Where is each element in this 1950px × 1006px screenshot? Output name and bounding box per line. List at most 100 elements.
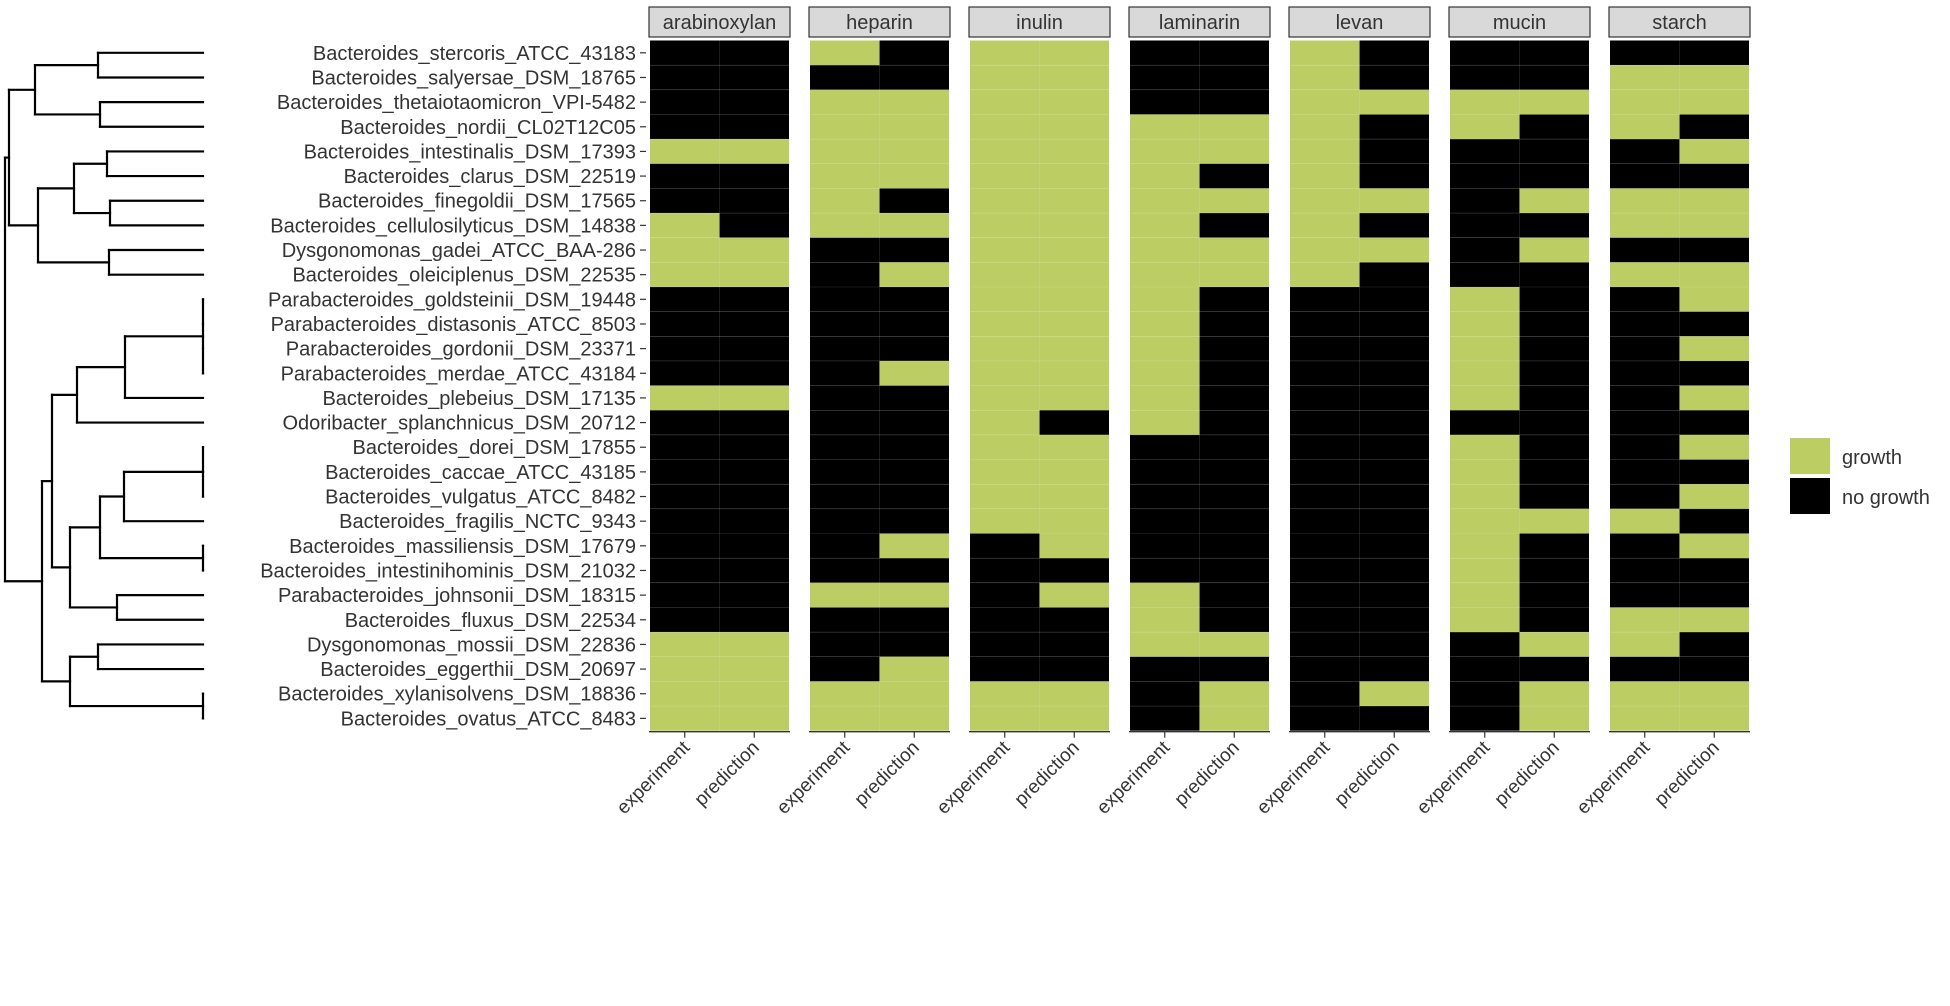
heatmap-cell bbox=[1199, 410, 1269, 435]
heatmap-cell bbox=[879, 65, 949, 90]
heatmap-cell bbox=[970, 656, 1040, 682]
heatmap-cell bbox=[970, 360, 1040, 386]
heatmap-cell bbox=[1359, 89, 1429, 115]
heatmap-cell bbox=[1450, 681, 1520, 707]
heatmap-cell bbox=[719, 656, 789, 682]
heatmap-cell bbox=[1519, 434, 1589, 460]
heatmap-cell bbox=[879, 40, 949, 66]
heatmap-cell bbox=[1130, 139, 1200, 164]
heatmap-cell bbox=[719, 632, 789, 657]
facet-panels: arabinoxylanexperimentpredictionheparine… bbox=[613, 6, 1751, 819]
heatmap-cell bbox=[879, 706, 949, 731]
heatmap-cell bbox=[970, 459, 1040, 485]
row-label: Bacteroides_oleiciplenus_DSM_22535 bbox=[292, 265, 636, 287]
heatmap-cell bbox=[1359, 706, 1429, 731]
strip-mucin bbox=[1448, 6, 1591, 38]
heatmap-cell bbox=[1450, 360, 1520, 386]
heatmap-cell bbox=[1450, 706, 1520, 731]
heatmap-cell bbox=[970, 237, 1040, 263]
heatmap-cell bbox=[970, 311, 1040, 337]
heatmap-cell bbox=[1039, 360, 1109, 386]
heatmap-cell bbox=[650, 459, 720, 485]
heatmap-cell bbox=[1199, 114, 1269, 140]
heatmap-cell bbox=[810, 89, 880, 115]
heatmap-cell bbox=[1679, 607, 1749, 633]
heatmap-cell bbox=[1199, 287, 1269, 312]
heatmap-cell bbox=[1679, 237, 1749, 263]
heatmap-cell bbox=[810, 360, 880, 386]
heatmap-cell bbox=[650, 434, 720, 460]
heatmap-cell bbox=[1290, 311, 1360, 337]
heatmap-cell bbox=[1130, 706, 1200, 731]
heatmap-cell bbox=[1450, 582, 1520, 608]
heatmap-cell bbox=[1450, 558, 1520, 583]
heatmap-cell bbox=[1519, 508, 1589, 534]
row-label: Bacteroides_clarus_DSM_22519 bbox=[344, 166, 636, 188]
x-tick-label: experiment bbox=[773, 737, 855, 819]
heatmap-cell bbox=[1359, 484, 1429, 509]
heatmap-cell bbox=[810, 163, 880, 189]
strip-inulin bbox=[968, 6, 1111, 38]
x-tick-label: prediction bbox=[851, 737, 924, 810]
row-label: Dysgonomonas_mossii_DSM_22836 bbox=[307, 634, 636, 656]
heatmap-cell bbox=[650, 114, 720, 140]
heatmap-cell bbox=[1610, 188, 1680, 214]
row-label: Parabacteroides_johnsonii_DSM_18315 bbox=[278, 585, 636, 607]
heatmap-cell bbox=[970, 262, 1040, 287]
heatmap-cell bbox=[1610, 262, 1680, 287]
heatmap-cell bbox=[1679, 632, 1749, 657]
heatmap-cell bbox=[1679, 188, 1749, 214]
heatmap-cell bbox=[650, 213, 720, 238]
row-label: Bacteroides_thetaiotaomicron_VPI-5482 bbox=[277, 92, 636, 114]
heatmap-cell bbox=[1130, 484, 1200, 509]
legend-label: growth bbox=[1842, 447, 1902, 469]
heatmap-cell bbox=[970, 188, 1040, 214]
heatmap-cell bbox=[1290, 410, 1360, 435]
heatmap-cell bbox=[1359, 213, 1429, 238]
legend-label: no growth bbox=[1842, 487, 1930, 509]
x-tick-label: experiment bbox=[1093, 737, 1175, 819]
heatmap-cell bbox=[1039, 163, 1109, 189]
x-tick-label: experiment bbox=[1413, 737, 1495, 819]
x-tick-label: experiment bbox=[933, 737, 1015, 819]
heatmap-cell bbox=[1039, 114, 1109, 140]
heatmap-cell bbox=[1519, 607, 1589, 633]
heatmap-cell bbox=[1450, 65, 1520, 90]
x-tick-label: prediction bbox=[1331, 737, 1404, 810]
strip-arabinoxylan bbox=[648, 6, 791, 38]
heatmap-cell bbox=[1359, 508, 1429, 534]
heatmap-cell bbox=[1039, 558, 1109, 583]
heatmap-cell bbox=[1610, 558, 1680, 583]
heatmap-cell bbox=[1290, 434, 1360, 460]
row-label: Parabacteroides_distasonis_ATCC_8503 bbox=[271, 314, 636, 336]
heatmap-cell bbox=[1450, 459, 1520, 485]
heatmap-cell bbox=[1199, 656, 1269, 682]
heatmap-cell bbox=[719, 508, 789, 534]
heatmap-cell bbox=[1290, 508, 1360, 534]
heatmap-cell bbox=[1359, 188, 1429, 214]
heatmap-cell bbox=[1519, 360, 1589, 386]
heatmap-cell bbox=[1610, 65, 1680, 90]
heatmap-cell bbox=[1199, 237, 1269, 263]
heatmap-cell bbox=[1519, 533, 1589, 559]
row-label: Parabacteroides_gordonii_DSM_23371 bbox=[286, 339, 636, 361]
row-label: Bacteroides_fragilis_NCTC_9343 bbox=[339, 511, 636, 533]
legend-key-no-growth bbox=[1790, 478, 1830, 514]
heatmap-cell bbox=[719, 434, 789, 460]
heatmap-cell bbox=[1450, 607, 1520, 633]
heatmap-cell bbox=[1679, 558, 1749, 583]
heatmap-cell bbox=[1199, 681, 1269, 707]
heatmap-cell bbox=[1610, 632, 1680, 657]
heatmap-cell bbox=[879, 607, 949, 633]
heatmap-cell bbox=[879, 558, 949, 583]
heatmap-cell bbox=[1359, 40, 1429, 66]
heatmap-cell bbox=[650, 89, 720, 115]
heatmap-cell bbox=[810, 139, 880, 164]
heatmap-cell bbox=[650, 410, 720, 435]
heatmap-cell bbox=[1199, 213, 1269, 238]
heatmap-cell bbox=[1130, 681, 1200, 707]
heatmap-cell bbox=[1679, 508, 1749, 534]
